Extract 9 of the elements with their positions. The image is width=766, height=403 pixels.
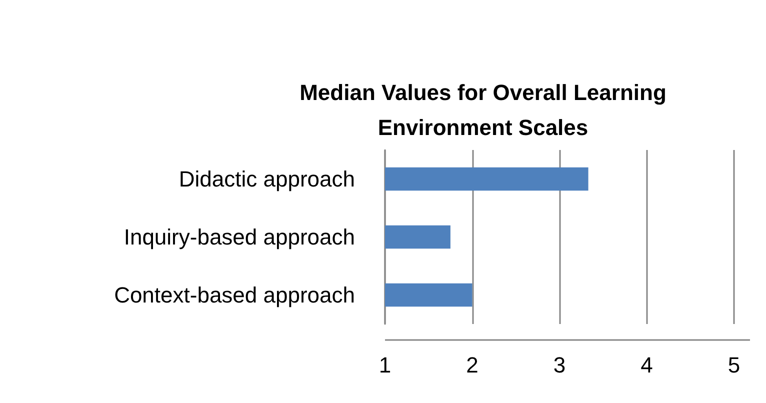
x-tick-label: 1: [378, 352, 392, 378]
x-tick-label: 4: [640, 352, 653, 378]
x-tick-label: 3: [553, 352, 566, 378]
chart-title: Median Values for Overall Learning Environment Scales: [300, 80, 666, 140]
x-tick-label: 2: [466, 352, 478, 378]
y-tick-label: Inquiry-based approach: [124, 224, 355, 250]
y-tick-label: Context-based approach: [114, 282, 355, 308]
x-tick-label: 5: [728, 352, 740, 378]
y-tick-label: Didactic approach: [178, 166, 355, 192]
